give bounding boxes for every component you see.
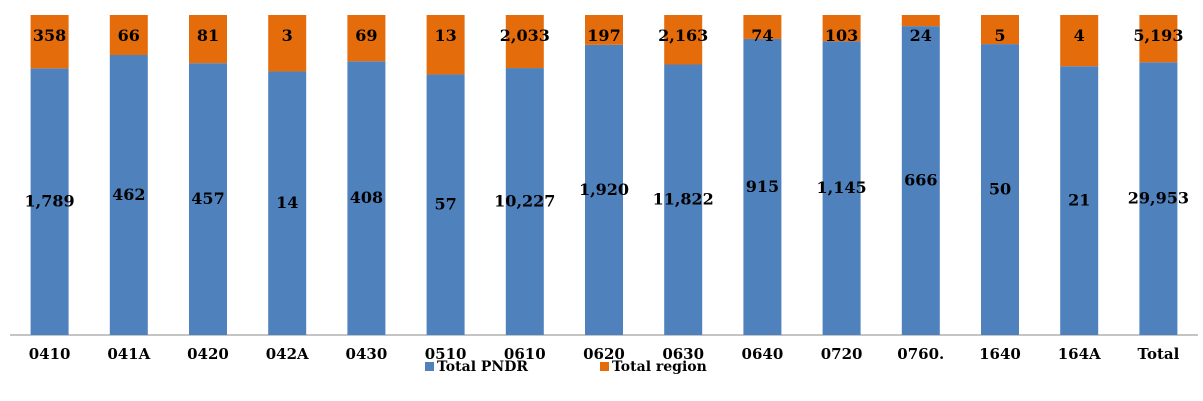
x-tick-label-0510: 0510	[425, 345, 467, 363]
data-label-total-region-0620: 197	[587, 26, 620, 45]
bar-segment-total-region-0420	[189, 15, 227, 64]
bar-segment-total-region-total	[1139, 15, 1178, 63]
bar-segment-total-region-1640	[981, 15, 1019, 45]
bar-segment-total-region-042a	[268, 15, 307, 72]
data-label-total-pndr-0720: 1,145	[817, 178, 867, 197]
bar-segment-total-pndr-total	[1139, 62, 1178, 336]
bar-segment-total-region-0760	[901, 15, 940, 27]
x-tick-label-0420: 0420	[187, 345, 229, 363]
data-label-total-region-0410: 358	[33, 26, 66, 45]
data-label-total-pndr-164a: 21	[1068, 191, 1090, 210]
data-label-total-region-0510: 13	[434, 26, 456, 45]
bar-segment-total-region-0630	[664, 15, 703, 65]
bar-segment-total-region-0430	[347, 15, 386, 62]
data-label-total-pndr-0620: 1,920	[579, 180, 629, 199]
x-tick-label-0640: 0640	[742, 345, 784, 363]
data-label-total-pndr-0510: 57	[434, 195, 456, 214]
bar-segment-total-region-164a	[1060, 15, 1099, 67]
bar-segment-total-pndr-0720	[822, 41, 861, 336]
bar-segment-total-pndr-0610	[505, 68, 544, 335]
data-label-total-region-042a: 3	[282, 26, 293, 45]
legend-swatch-total-pndr	[425, 362, 434, 371]
bar-segment-total-region-0610	[505, 15, 544, 69]
bar-segment-total-pndr-0760	[901, 26, 940, 336]
bar-segment-total-pndr-0640	[743, 38, 782, 335]
x-tick-label-0760: 0760.	[897, 345, 944, 363]
data-label-total-pndr-042a: 14	[276, 193, 298, 212]
legend: Total PNDR Total region	[425, 359, 707, 375]
bar-segment-total-pndr-042a	[268, 71, 307, 336]
data-label-total-pndr-0420: 457	[191, 189, 224, 208]
x-tick-label-0620: 0620	[583, 345, 625, 363]
x-tick-label-042a: 042A	[266, 345, 309, 363]
data-label-total-region-0430: 69	[355, 26, 377, 45]
data-label-total-region-0760: 24	[910, 26, 932, 45]
data-label-total-pndr-0760: 666	[904, 171, 937, 190]
bar-segment-total-pndr-0630	[664, 64, 703, 335]
data-label-total-region-0610: 2,033	[500, 26, 550, 45]
bars-group	[30, 15, 1178, 336]
bar-segment-total-region-041a	[109, 15, 148, 55]
x-tick-label-0410: 0410	[29, 345, 71, 363]
x-tick-label-0720: 0720	[821, 345, 863, 363]
bar-segment-total-pndr-0420	[189, 63, 227, 336]
x-tick-label-total: Total	[1138, 345, 1180, 363]
data-label-total-pndr-041a: 462	[112, 185, 145, 204]
data-label-total-pndr-0630: 11,822	[653, 190, 714, 209]
bar-segment-total-region-0620	[585, 15, 623, 45]
data-label-total-region-164a: 4	[1074, 26, 1085, 45]
bar-segment-total-pndr-0430	[347, 61, 386, 335]
bar-segment-total-region-0640	[743, 15, 782, 39]
bar-segment-total-region-0720	[822, 15, 861, 42]
legend-label-total-region: Total region	[612, 359, 707, 375]
bar-segment-total-pndr-164a	[1060, 66, 1099, 335]
data-label-total-region-1640: 5	[994, 26, 1005, 45]
data-label-total-region-total: 5,193	[1133, 26, 1183, 45]
bar-segment-total-pndr-0510	[426, 74, 465, 335]
data-label-total-pndr-1640: 50	[989, 180, 1011, 199]
x-tick-label-0430: 0430	[346, 345, 388, 363]
data-label-total-region-0720: 103	[825, 26, 858, 45]
data-label-total-pndr-0610: 10,227	[494, 192, 555, 211]
data-label-total-pndr-total: 29,953	[1128, 189, 1189, 208]
data-label-total-region-0640: 74	[751, 26, 773, 45]
bar-segment-total-pndr-0620	[585, 44, 623, 336]
data-label-total-region-041a: 66	[118, 26, 140, 45]
data-label-total-pndr-0410: 1,789	[25, 192, 75, 211]
bar-segment-total-pndr-041a	[109, 55, 148, 335]
bar-segment-total-pndr-1640	[981, 44, 1019, 335]
data-label-total-pndr-0430: 408	[350, 188, 383, 207]
segment-labels-group: 358 1,789 66 462 81 457 3 14 69 408 13 57 2,033 10,22…	[25, 26, 1189, 214]
bar-segment-total-region-0410	[30, 15, 69, 69]
data-label-total-pndr-0640: 915	[746, 177, 779, 196]
x-tick-label-0610: 0610	[504, 345, 546, 363]
legend-swatch-total-region	[600, 362, 609, 371]
x-tick-label-041a: 041A	[107, 345, 150, 363]
data-label-total-region-0630: 2,163	[658, 26, 708, 45]
legend-label-total-pndr: Total PNDR	[437, 359, 528, 375]
x-tick-label-0630: 0630	[662, 345, 704, 363]
x-tick-label-1640: 1640	[979, 345, 1021, 363]
category-ticks-group: 0410 041A 0420 042A 0430 0510 0610 0620 0630 0640…	[29, 345, 1180, 363]
data-label-total-region-0420: 81	[197, 26, 219, 45]
bar-segment-total-region-0510	[426, 15, 465, 75]
x-tick-label-164a: 164A	[1058, 345, 1101, 363]
bar-segment-total-pndr-0410	[30, 68, 69, 335]
